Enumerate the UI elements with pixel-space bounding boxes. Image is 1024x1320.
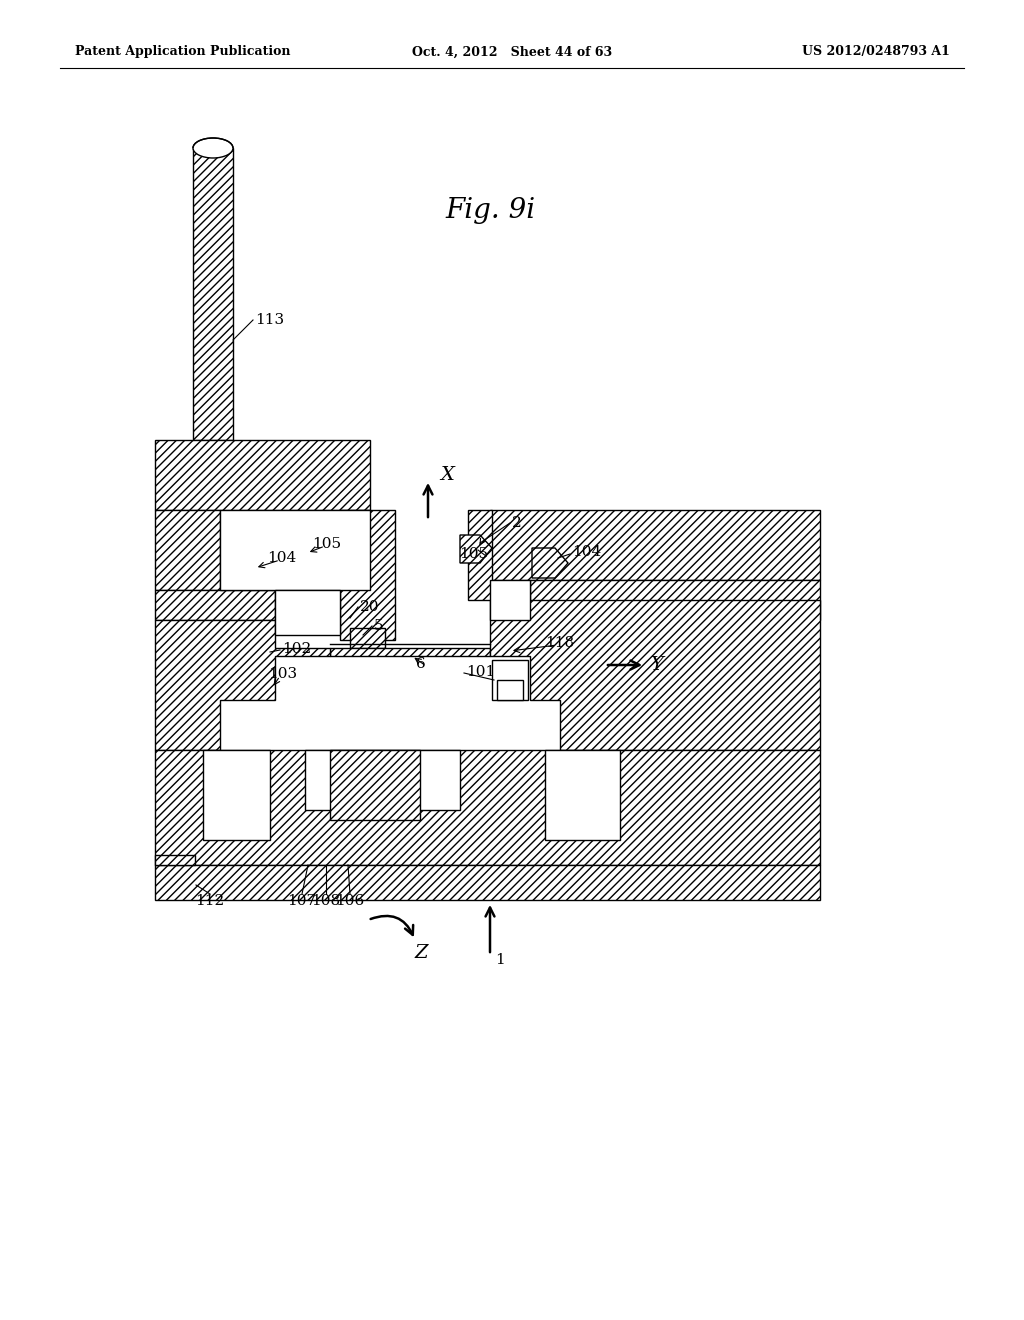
Polygon shape [468, 510, 492, 601]
Polygon shape [155, 440, 370, 510]
Text: 103: 103 [268, 667, 297, 681]
Bar [545, 750, 620, 840]
Text: 113: 113 [255, 313, 284, 327]
Polygon shape [285, 535, 319, 568]
Text: 112: 112 [196, 894, 224, 908]
Polygon shape [532, 548, 568, 578]
Bar [492, 660, 528, 700]
Text: 106: 106 [336, 894, 365, 908]
Bar [490, 579, 530, 620]
Text: 105: 105 [312, 537, 341, 550]
Bar [275, 590, 340, 635]
Polygon shape [155, 750, 820, 865]
Polygon shape [330, 750, 420, 820]
Text: 1: 1 [495, 953, 505, 968]
Text: 101: 101 [466, 665, 496, 678]
Polygon shape [340, 510, 395, 640]
Text: 104: 104 [267, 550, 296, 565]
Text: Z: Z [415, 944, 428, 962]
Text: 118: 118 [545, 636, 574, 649]
Text: 108: 108 [311, 894, 341, 908]
Polygon shape [460, 535, 492, 564]
Bar [220, 510, 370, 590]
Polygon shape [155, 620, 330, 750]
Polygon shape [350, 628, 385, 648]
Text: X: X [440, 466, 454, 484]
Polygon shape [490, 510, 820, 579]
Text: Fig. 9i: Fig. 9i [445, 197, 536, 223]
Polygon shape [237, 550, 265, 579]
Bar [305, 750, 460, 810]
Text: 104: 104 [572, 545, 601, 558]
Polygon shape [155, 590, 275, 620]
Bar [203, 750, 270, 840]
Text: 5: 5 [374, 619, 384, 634]
Polygon shape [330, 648, 490, 656]
Text: Patent Application Publication: Patent Application Publication [75, 45, 291, 58]
Text: 102: 102 [282, 642, 311, 656]
Text: 105: 105 [459, 546, 488, 561]
Bar [497, 680, 523, 700]
Ellipse shape [193, 139, 233, 158]
Text: US 2012/0248793 A1: US 2012/0248793 A1 [802, 45, 950, 58]
Text: 6: 6 [416, 657, 426, 671]
Text: Y: Y [650, 656, 663, 675]
Text: 2: 2 [512, 516, 522, 531]
Text: 107: 107 [288, 894, 316, 908]
Polygon shape [155, 855, 195, 865]
Polygon shape [155, 865, 820, 900]
Text: 20: 20 [360, 601, 380, 614]
Polygon shape [193, 148, 233, 440]
Text: 100: 100 [492, 675, 521, 689]
Polygon shape [490, 601, 820, 750]
Polygon shape [530, 579, 820, 620]
Polygon shape [155, 510, 220, 590]
Text: Oct. 4, 2012   Sheet 44 of 63: Oct. 4, 2012 Sheet 44 of 63 [412, 45, 612, 58]
